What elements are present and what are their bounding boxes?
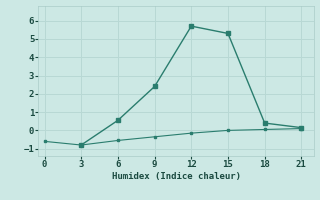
X-axis label: Humidex (Indice chaleur): Humidex (Indice chaleur) — [111, 172, 241, 181]
